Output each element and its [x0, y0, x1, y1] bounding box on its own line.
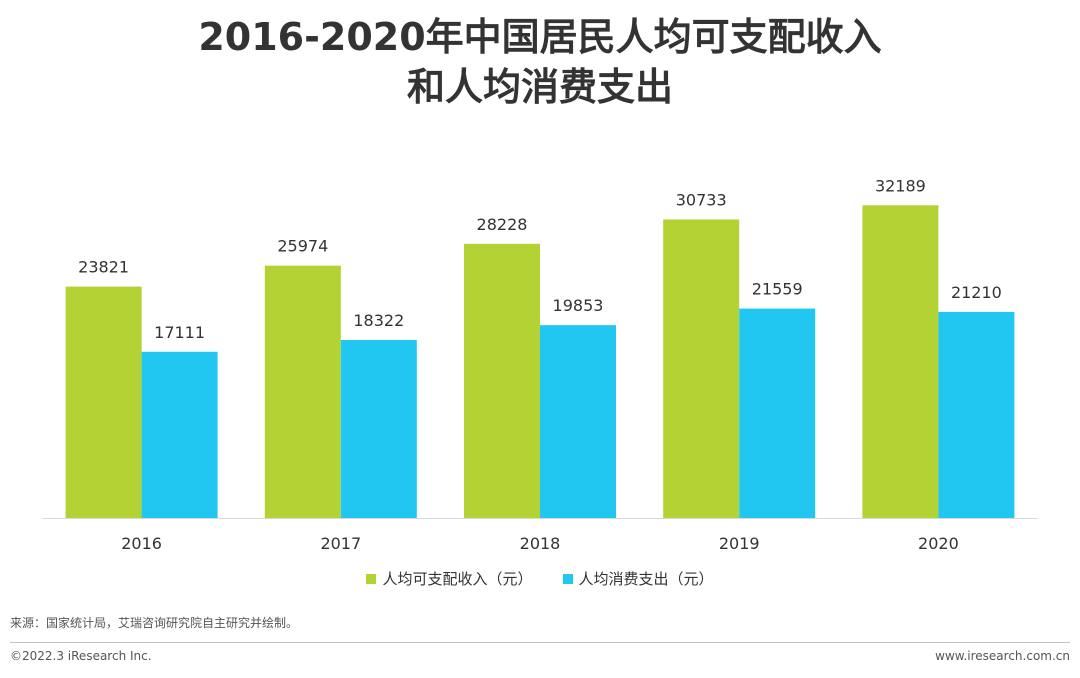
bar-income-2018	[464, 243, 540, 518]
chart-title-line2: 和人均消费支出	[406, 65, 673, 109]
footer-divider	[10, 642, 1070, 643]
data-label-expense-2017: 18322	[353, 311, 404, 330]
bar-expense-2016	[141, 351, 218, 518]
x-tick-label-2016: 2016	[121, 534, 162, 553]
data-label-income-2019: 30733	[676, 190, 727, 209]
bar-expense-2020	[938, 311, 1015, 518]
data-label-income-2017: 25974	[277, 237, 328, 256]
data-label-income-2016: 23821	[78, 258, 129, 277]
bar-expense-2019	[739, 308, 816, 518]
copyright-text: ©2022.3 iResearch Inc.	[10, 649, 152, 663]
bar-expense-2017	[340, 340, 417, 518]
data-label-income-2018: 28228	[477, 215, 528, 234]
chart-title-line1: 2016-2020年中国居民人均可支配收入	[198, 15, 882, 59]
data-label-income-2020: 32189	[875, 176, 926, 195]
data-label-expense-2019: 21559	[752, 280, 803, 299]
bar-income-2016	[65, 286, 142, 518]
data-label-expense-2016: 17111	[154, 323, 205, 342]
legend-item-expense: 人均消费支出（元）	[562, 568, 714, 589]
bar-income-2017	[264, 265, 341, 518]
bar-expense-2018	[540, 325, 616, 518]
chart-title: 2016-2020年中国居民人均可支配收入 和人均消费支出	[0, 12, 1080, 112]
legend-swatch-expense	[562, 573, 573, 584]
bar-chart: 23821 17111 2016 25974 18322 2017 28228 19853 20…	[42, 176, 1038, 553]
bar-income-2019	[663, 219, 740, 518]
chart-legend: 人均可支配收入（元） 人均消费支出（元）	[0, 568, 1080, 589]
data-label-expense-2020: 21210	[951, 283, 1002, 302]
legend-label-income: 人均可支配收入（元）	[382, 570, 533, 588]
x-tick-label-2018: 2018	[520, 534, 561, 553]
data-label-expense-2018: 19853	[553, 296, 604, 315]
source-note: 来源：国家统计局，艾瑞咨询研究院自主研究并绘制。	[10, 616, 299, 630]
bar-income-2020	[862, 205, 939, 518]
legend-swatch-income	[366, 573, 377, 584]
website-link[interactable]: www.iresearch.com.cn	[935, 649, 1070, 663]
x-tick-label-2019: 2019	[719, 534, 760, 553]
x-tick-label-2017: 2017	[320, 534, 361, 553]
legend-label-expense: 人均消费支出（元）	[578, 570, 714, 588]
legend-item-income: 人均可支配收入（元）	[366, 568, 533, 589]
x-tick-label-2020: 2020	[918, 534, 959, 553]
